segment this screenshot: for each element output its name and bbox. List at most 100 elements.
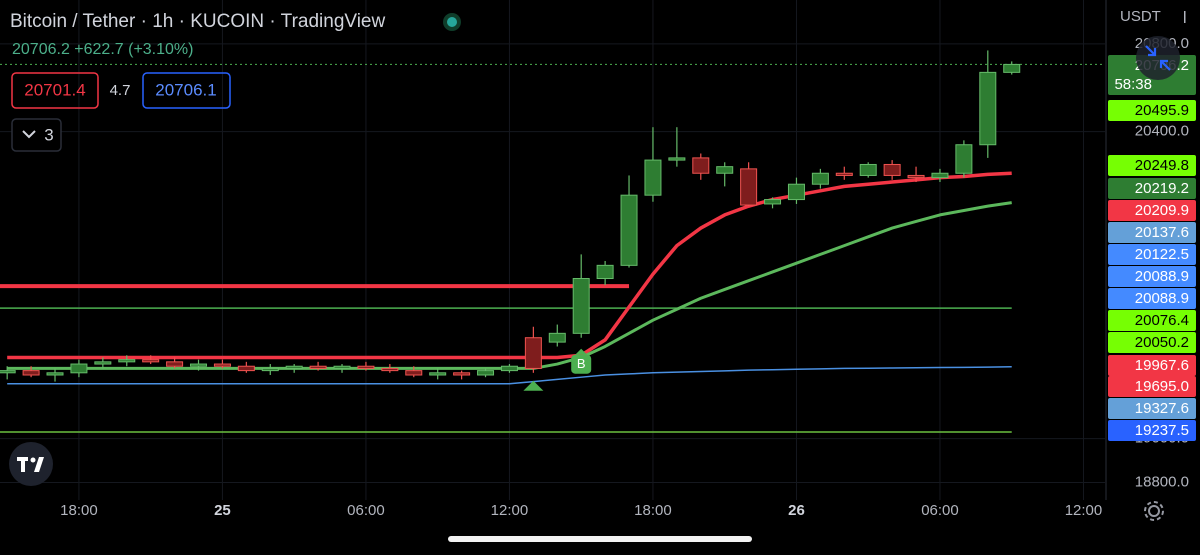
indicators-toggle[interactable] (11, 118, 62, 152)
x-tick-label: 25 (214, 502, 231, 519)
grid (0, 0, 1105, 500)
price-tag-label: 20088.9 (1135, 268, 1189, 285)
candle-body (1003, 63, 1021, 73)
price-tag-label: 20249.8 (1135, 157, 1189, 174)
candle-body (668, 157, 686, 161)
candle-body (190, 363, 208, 367)
candle-body (166, 361, 184, 367)
settings-icon[interactable] (1144, 501, 1164, 521)
candle-body (381, 367, 399, 372)
expand-button[interactable] (1136, 36, 1180, 80)
price-tag (1108, 100, 1196, 121)
candle-body (931, 172, 949, 179)
x-tick-label: 26 (788, 502, 805, 519)
price-tag (1108, 398, 1196, 419)
candle-body (955, 144, 973, 174)
price-tag (1108, 244, 1196, 265)
candle-body (285, 365, 303, 369)
candle-body (811, 172, 829, 185)
candle-body (429, 372, 447, 376)
price-tag (1108, 376, 1196, 397)
plot: B (0, 50, 1105, 433)
candle-body (835, 172, 853, 176)
x-tick-label: 18:00 (60, 502, 98, 519)
candle-body (405, 370, 423, 376)
candle-body (716, 166, 734, 174)
status-dot (447, 17, 457, 27)
candle-body (46, 372, 64, 376)
bid-box[interactable] (11, 72, 99, 109)
x-tick-label: 18:00 (634, 502, 672, 519)
candle-body (142, 359, 160, 363)
price-tag-label: 20122.5 (1135, 246, 1189, 263)
candle-body (740, 168, 758, 206)
home-indicator (448, 536, 752, 542)
price-tag (1108, 200, 1196, 221)
price-tag-label: 20495.9 (1135, 102, 1189, 119)
candle-body (261, 367, 279, 372)
candle-body (453, 372, 471, 376)
candle-body (620, 194, 638, 266)
price-tag (1108, 332, 1196, 353)
candle-body (548, 332, 566, 343)
chart-title: Bitcoin / Tether · 1h · KUCOIN · Trading… (10, 11, 386, 32)
price-tag-label: 20209.9 (1135, 202, 1189, 219)
candle-body (118, 359, 136, 363)
candle-body (596, 264, 614, 280)
signal-arrow (575, 348, 588, 355)
candle-body (524, 337, 542, 369)
candle-body (644, 159, 662, 196)
candle-body (764, 199, 782, 205)
signal-arrow (523, 380, 544, 391)
x-tick-label: 06:00 (921, 502, 959, 519)
candle-body (357, 365, 375, 369)
x-tick-label: 12:00 (1065, 502, 1103, 519)
candle-body (859, 163, 877, 176)
signal-badge (571, 354, 592, 374)
price-tag (1108, 155, 1196, 176)
quote: 20706.2 +622.7 (+3.10%) (12, 41, 193, 58)
candle-body (907, 174, 925, 179)
candle-body (333, 365, 351, 369)
time-axis: 18:00 25 06:00 12:00 18:00 26 06:00 12:00 (60, 502, 1102, 519)
price-tag (1108, 420, 1196, 441)
price-tag (1108, 266, 1196, 287)
price-tag-label: 19327.6 (1135, 400, 1189, 417)
candle-body (979, 71, 997, 146)
price-tag (1108, 222, 1196, 243)
indicators-count: 3 (44, 125, 53, 144)
candle-body (500, 365, 518, 372)
candle-body (237, 365, 255, 372)
countdown: 58:38 (1114, 76, 1152, 93)
x-tick-label: 12:00 (491, 502, 529, 519)
price-tag (1108, 310, 1196, 331)
ask: 20706.1 (155, 80, 216, 99)
spread: 4.7 (110, 82, 131, 99)
indicator-line (7, 366, 1012, 385)
tradingview-logo (9, 442, 53, 486)
price-tag-label: 19237.5 (1135, 422, 1189, 439)
price-tag (1108, 178, 1196, 199)
candle-body (883, 163, 901, 176)
candle-body (309, 365, 327, 369)
price-tag-label: 20219.2 (1135, 180, 1189, 197)
price-tag-label: 20050.2 (1135, 334, 1189, 351)
y-tick-label: 20400.0 (1135, 123, 1189, 140)
x-tick-label: 06:00 (347, 502, 385, 519)
price-tag-label: 20088.9 (1135, 290, 1189, 307)
candle-body (0, 370, 16, 374)
candle-body (572, 278, 590, 334)
price-tag-label: 19695.0 (1135, 378, 1189, 395)
ask-box[interactable] (142, 72, 231, 109)
y-tick-label: 18800.0 (1135, 473, 1189, 490)
price-tag-label: 20137.6 (1135, 224, 1189, 241)
price-tag-label: 20076.4 (1135, 312, 1189, 329)
currency[interactable]: USDT (1120, 8, 1161, 25)
candle-body (22, 370, 40, 376)
bid: 20701.4 (24, 80, 85, 99)
signal-label: B (577, 356, 586, 371)
price-tag (1108, 355, 1196, 376)
candle-body (692, 157, 710, 174)
price-tags: 20706.258:3820495.920249.820219.220209.9… (1108, 55, 1196, 441)
